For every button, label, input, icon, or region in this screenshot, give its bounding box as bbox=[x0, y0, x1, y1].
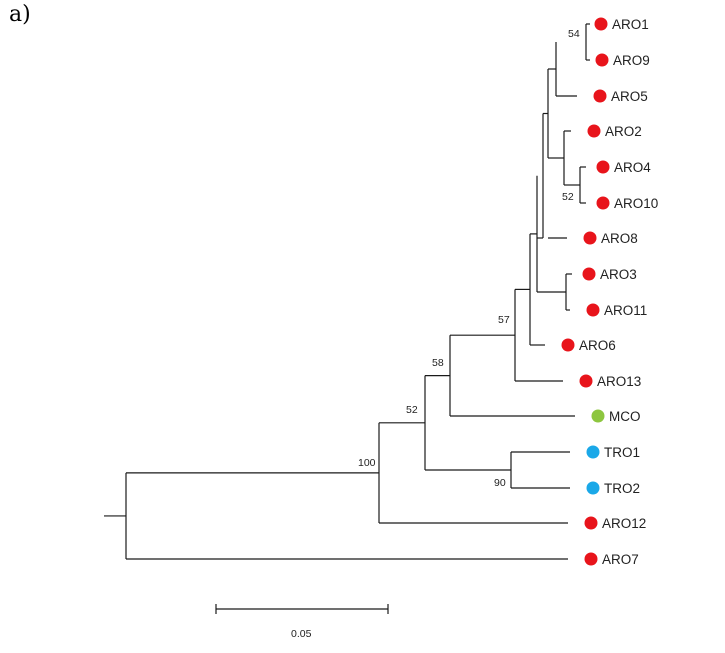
leaf-dot-aro4 bbox=[596, 160, 610, 174]
bootstrap-tro1-tro2: 90 bbox=[494, 477, 506, 489]
leaf-label-aro6: ARO6 bbox=[579, 338, 616, 353]
leaf-dot-tro1 bbox=[586, 445, 600, 459]
leaf-dot-aro1 bbox=[594, 17, 608, 31]
scale-bar-label: 0.05 bbox=[291, 628, 312, 640]
leaf-label-aro10: ARO10 bbox=[614, 196, 658, 211]
leaf-dot-aro6 bbox=[561, 338, 575, 352]
leaf-dot-aro7 bbox=[584, 552, 598, 566]
leaf-dot-mco bbox=[591, 409, 605, 423]
leaf-label-aro5: ARO5 bbox=[611, 89, 648, 104]
leaf-dot-aro11 bbox=[586, 303, 600, 317]
leaf-label-tro1: TRO1 bbox=[604, 445, 640, 460]
leaf-label-aro13: ARO13 bbox=[597, 374, 641, 389]
leaf-label-tro2: TRO2 bbox=[604, 481, 640, 496]
bootstrap-aro-mco: 58 bbox=[432, 357, 444, 369]
leaf-dot-aro3 bbox=[582, 267, 596, 281]
leaf-dot-aro9 bbox=[595, 53, 609, 67]
leaf-label-aro11: ARO11 bbox=[604, 303, 647, 318]
leaf-dot-aro10 bbox=[596, 196, 610, 210]
leaf-dot-aro2 bbox=[587, 124, 601, 138]
leaf-dot-aro13 bbox=[579, 374, 593, 388]
leaf-label-aro3: ARO3 bbox=[600, 267, 637, 282]
panel-label: a) bbox=[9, 2, 31, 27]
leaf-label-aro9: ARO9 bbox=[613, 53, 650, 68]
bootstrap-aro-core: 57 bbox=[498, 314, 510, 326]
bootstrap-aro-mco-tro: 52 bbox=[406, 404, 418, 416]
leaf-label-aro1: ARO1 bbox=[612, 17, 649, 32]
bootstrap-aro1-aro9: 54 bbox=[568, 28, 580, 40]
leaf-label-mco: MCO bbox=[609, 409, 641, 424]
leaf-dot-tro2 bbox=[586, 481, 600, 495]
bootstrap-aro4-aro10: 52 bbox=[562, 191, 574, 203]
leaf-label-aro2: ARO2 bbox=[605, 124, 642, 139]
leaf-dot-aro5 bbox=[593, 89, 607, 103]
leaf-label-aro7: ARO7 bbox=[602, 552, 639, 567]
leaf-label-aro12: ARO12 bbox=[602, 516, 646, 531]
leaf-dot-aro12 bbox=[584, 516, 598, 530]
leaf-label-aro4: ARO4 bbox=[614, 160, 651, 175]
leaf-label-aro8: ARO8 bbox=[601, 231, 638, 246]
bootstrap-ingroup: 100 bbox=[358, 457, 376, 469]
leaf-dot-aro8 bbox=[583, 231, 597, 245]
